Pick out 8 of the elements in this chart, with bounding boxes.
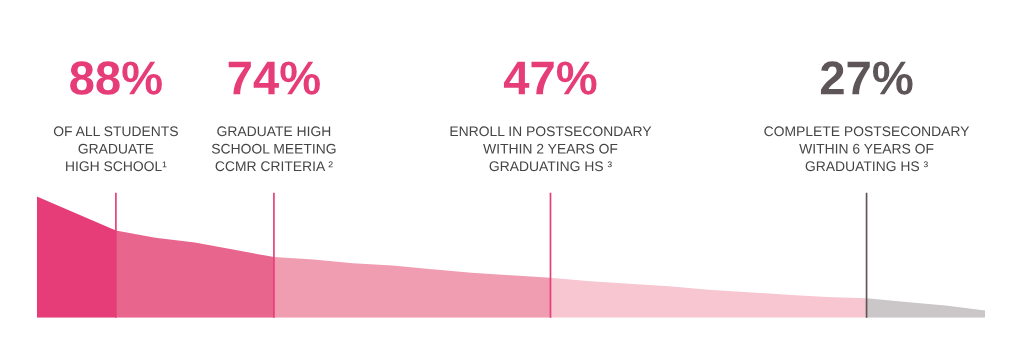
text: 74% [228, 61, 320, 95]
text: 47% [503, 61, 597, 95]
text: GRADUATE HIGH SCHOOL MEETING CCMR CRITERIA ² [211, 126, 336, 172]
text: 88% [70, 61, 162, 95]
text: OF ALL STUDENTS GRADUATE HIGH SCHOOL¹ [53, 126, 178, 172]
text: ENROLL IN POSTSECONDARY WITHIN 2 YEARS OF GRADUATING HS ³ [450, 126, 652, 172]
text: COMPLETE POSTSECONDARY WITHIN 6 YEARS OF GRADUATING HS ³ [764, 126, 970, 172]
text: 27% [820, 61, 913, 95]
